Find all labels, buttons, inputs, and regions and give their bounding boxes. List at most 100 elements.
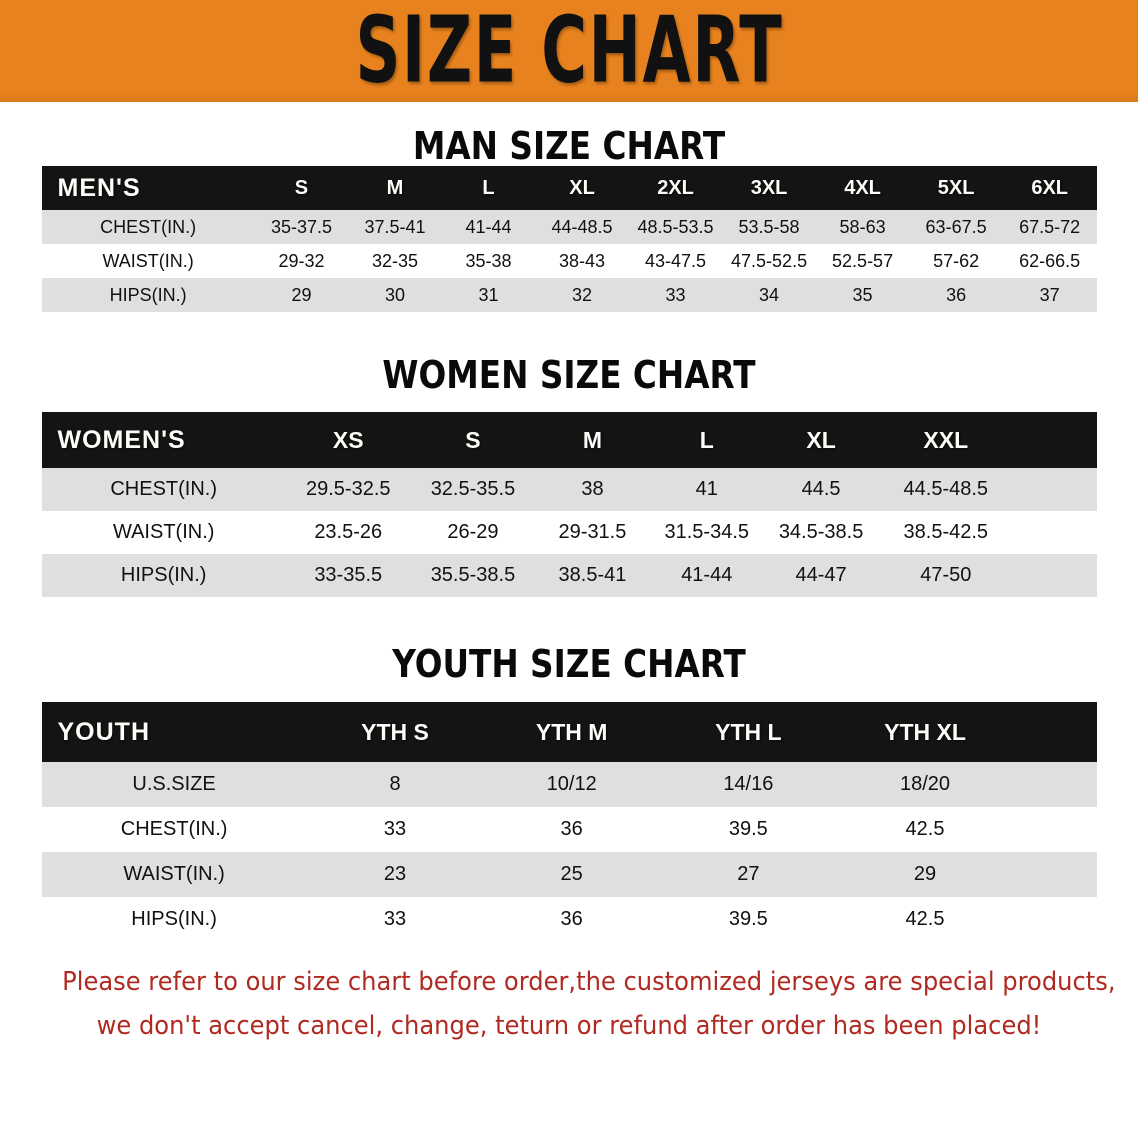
- man-size-col-8: 6XL: [1031, 176, 1069, 199]
- youth-size-col-2: YTH L: [715, 718, 782, 745]
- women-waist-4: 34.5-38.5: [778, 521, 864, 543]
- women-chest-1: 32.5-35.5: [430, 478, 516, 500]
- youth-row-spacer: [1013, 807, 1096, 852]
- women-size-chart-section: WOMEN SIZE CHART WOMEN'S XS S M L XL XXL…: [0, 355, 1138, 597]
- youth-chest-0: 33: [383, 818, 407, 840]
- youth-row-label-waist: WAIST(IN.): [123, 863, 225, 885]
- table-row: WAIST(IN.) 23 25 27 29: [41, 852, 1097, 897]
- man-chest-3: 44-48.5: [551, 216, 613, 237]
- man-size-col-0: S: [294, 176, 309, 199]
- man-size-col-7: 5XL: [937, 176, 975, 199]
- women-chest-3: 41: [695, 478, 718, 500]
- women-corner-label: WOMEN'S: [57, 425, 186, 454]
- man-header-row: MEN'S S M L XL 2XL 3XL 4XL 5XL 6XL: [41, 166, 1097, 210]
- man-size-col-5: 3XL: [750, 176, 788, 199]
- youth-hips-3: 42.5: [905, 908, 945, 930]
- youth-waist-3: 29: [913, 863, 937, 885]
- women-waist-2: 29-31.5: [558, 521, 627, 543]
- youth-table-head: YOUTH YTH S YTH M YTH L YTH XL: [41, 702, 1097, 762]
- women-row-label-chest: CHEST(IN.): [110, 478, 218, 500]
- man-row-label-waist: WAIST(IN.): [102, 250, 194, 271]
- women-hips-2: 38.5-41: [558, 564, 627, 586]
- man-table-wrap: MEN'S S M L XL 2XL 3XL 4XL 5XL 6XL CHEST…: [41, 166, 1097, 312]
- youth-row-spacer: [1013, 897, 1096, 942]
- man-size-col-1: M: [386, 176, 404, 199]
- women-section-title: WOMEN SIZE CHART: [382, 353, 756, 397]
- youth-waist-0: 23: [383, 863, 407, 885]
- man-hips-6: 35: [852, 284, 873, 305]
- youth-section-title: YOUTH SIZE CHART: [392, 642, 746, 686]
- women-hips-3: 41-44: [681, 564, 733, 586]
- youth-row-spacer: [1013, 762, 1096, 807]
- table-row: CHEST(IN.) 33 36 39.5 42.5: [41, 807, 1097, 852]
- man-hips-2: 31: [478, 284, 499, 305]
- table-row: CHEST(IN.) 29.5-32.5 32.5-35.5 38 41 44.…: [41, 468, 1097, 511]
- women-waist-0: 23.5-26: [314, 521, 383, 543]
- youth-ussize-3: 18/20: [899, 773, 951, 795]
- women-hips-5: 47-50: [920, 564, 972, 586]
- man-table-body: CHEST(IN.) 35-37.5 37.5-41 41-44 44-48.5…: [41, 210, 1097, 312]
- youth-chest-2: 39.5: [728, 818, 768, 840]
- women-row-spacer: [1013, 554, 1096, 597]
- man-waist-6: 52.5-57: [832, 250, 894, 271]
- women-chest-2: 38: [581, 478, 604, 500]
- women-hips-1: 35.5-38.5: [430, 564, 516, 586]
- women-chest-0: 29.5-32.5: [305, 478, 391, 500]
- man-chest-0: 35-37.5: [270, 216, 332, 237]
- table-row: HIPS(IN.) 33 36 39.5 42.5: [41, 897, 1097, 942]
- man-hips-8: 37: [1039, 284, 1060, 305]
- man-hips-0: 29: [291, 284, 312, 305]
- youth-ussize-1: 10/12: [546, 773, 597, 795]
- man-size-col-4: 2XL: [657, 176, 694, 199]
- notice-line-2: we don't accept cancel, change, teturn o…: [96, 1011, 1042, 1041]
- man-size-col-6: 4XL: [844, 176, 881, 199]
- man-waist-8: 62-66.5: [1019, 250, 1081, 271]
- man-chest-7: 63-67.5: [925, 216, 987, 237]
- order-policy-notice: Please refer to our size chart before or…: [62, 960, 1116, 1048]
- women-table-head: WOMEN'S XS S M L XL XXL: [41, 412, 1097, 468]
- youth-table-wrap: YOUTH YTH S YTH M YTH L YTH XL U.S.SIZE …: [41, 702, 1097, 942]
- women-hips-4: 44-47: [795, 564, 847, 586]
- man-size-col-3: XL: [569, 176, 595, 199]
- women-table-body: CHEST(IN.) 29.5-32.5 32.5-35.5 38 41 44.…: [41, 468, 1097, 597]
- women-header-row: WOMEN'S XS S M L XL XXL: [41, 412, 1097, 468]
- notice-line-1: Please refer to our size chart before or…: [62, 967, 1116, 997]
- women-waist-1: 26-29: [447, 521, 499, 543]
- women-size-table: WOMEN'S XS S M L XL XXL CHEST(IN.) 29.5-…: [41, 412, 1097, 597]
- youth-header-spacer: [1013, 702, 1096, 762]
- women-table-wrap: WOMEN'S XS S M L XL XXL CHEST(IN.) 29.5-…: [41, 412, 1097, 597]
- table-row: CHEST(IN.) 35-37.5 37.5-41 41-44 44-48.5…: [41, 210, 1097, 244]
- man-hips-3: 32: [572, 284, 593, 305]
- man-row-label-chest: CHEST(IN.): [100, 216, 197, 237]
- youth-row-label-ussize: U.S.SIZE: [132, 773, 216, 795]
- women-row-spacer: [1013, 511, 1096, 554]
- youth-chest-1: 36: [560, 818, 583, 840]
- man-waist-2: 35-38: [465, 250, 512, 271]
- women-size-col-2: M: [582, 426, 603, 453]
- man-hips-1: 30: [384, 284, 405, 305]
- youth-header-row: YOUTH YTH S YTH M YTH L YTH XL: [41, 702, 1097, 762]
- youth-ussize-2: 14/16: [723, 773, 774, 795]
- youth-hips-1: 36: [560, 908, 583, 930]
- youth-ussize-0: 8: [389, 773, 401, 795]
- man-size-col-2: L: [482, 176, 495, 199]
- size-chart-banner: SIZE CHART: [0, 0, 1138, 102]
- man-chest-5: 53.5-58: [738, 216, 800, 237]
- women-row-spacer: [1013, 468, 1096, 511]
- youth-row-label-hips: HIPS(IN.): [131, 908, 217, 930]
- page-title: SIZE CHART: [355, 0, 783, 105]
- youth-corner-label: YOUTH: [57, 717, 150, 746]
- man-waist-5: 47.5-52.5: [731, 250, 808, 271]
- table-row: WAIST(IN.) 29-32 32-35 35-38 38-43 43-47…: [41, 244, 1097, 278]
- table-row: HIPS(IN.) 29 30 31 32 33 34 35 36 37: [41, 278, 1097, 312]
- women-header-spacer: [1013, 412, 1096, 468]
- man-size-table: MEN'S S M L XL 2XL 3XL 4XL 5XL 6XL CHEST…: [41, 166, 1097, 312]
- man-hips-5: 34: [759, 284, 780, 305]
- man-section-title: MAN SIZE CHART: [412, 124, 726, 168]
- youth-size-col-3: YTH XL: [884, 718, 966, 745]
- youth-size-col-1: YTH M: [535, 718, 608, 745]
- man-chest-6: 58-63: [839, 216, 886, 237]
- man-corner-label: MEN'S: [57, 173, 141, 202]
- man-hips-4: 33: [665, 284, 686, 305]
- man-waist-1: 32-35: [371, 250, 419, 271]
